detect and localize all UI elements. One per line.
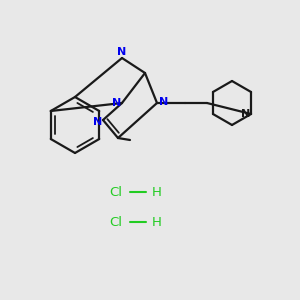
Text: H: H <box>152 185 162 199</box>
Text: N: N <box>112 98 122 108</box>
Text: Cl: Cl <box>109 215 122 229</box>
Text: H: H <box>152 215 162 229</box>
Text: N: N <box>241 109 250 119</box>
Text: N: N <box>93 117 103 127</box>
Text: N: N <box>117 47 127 57</box>
Text: N: N <box>159 97 168 107</box>
Text: Cl: Cl <box>109 185 122 199</box>
